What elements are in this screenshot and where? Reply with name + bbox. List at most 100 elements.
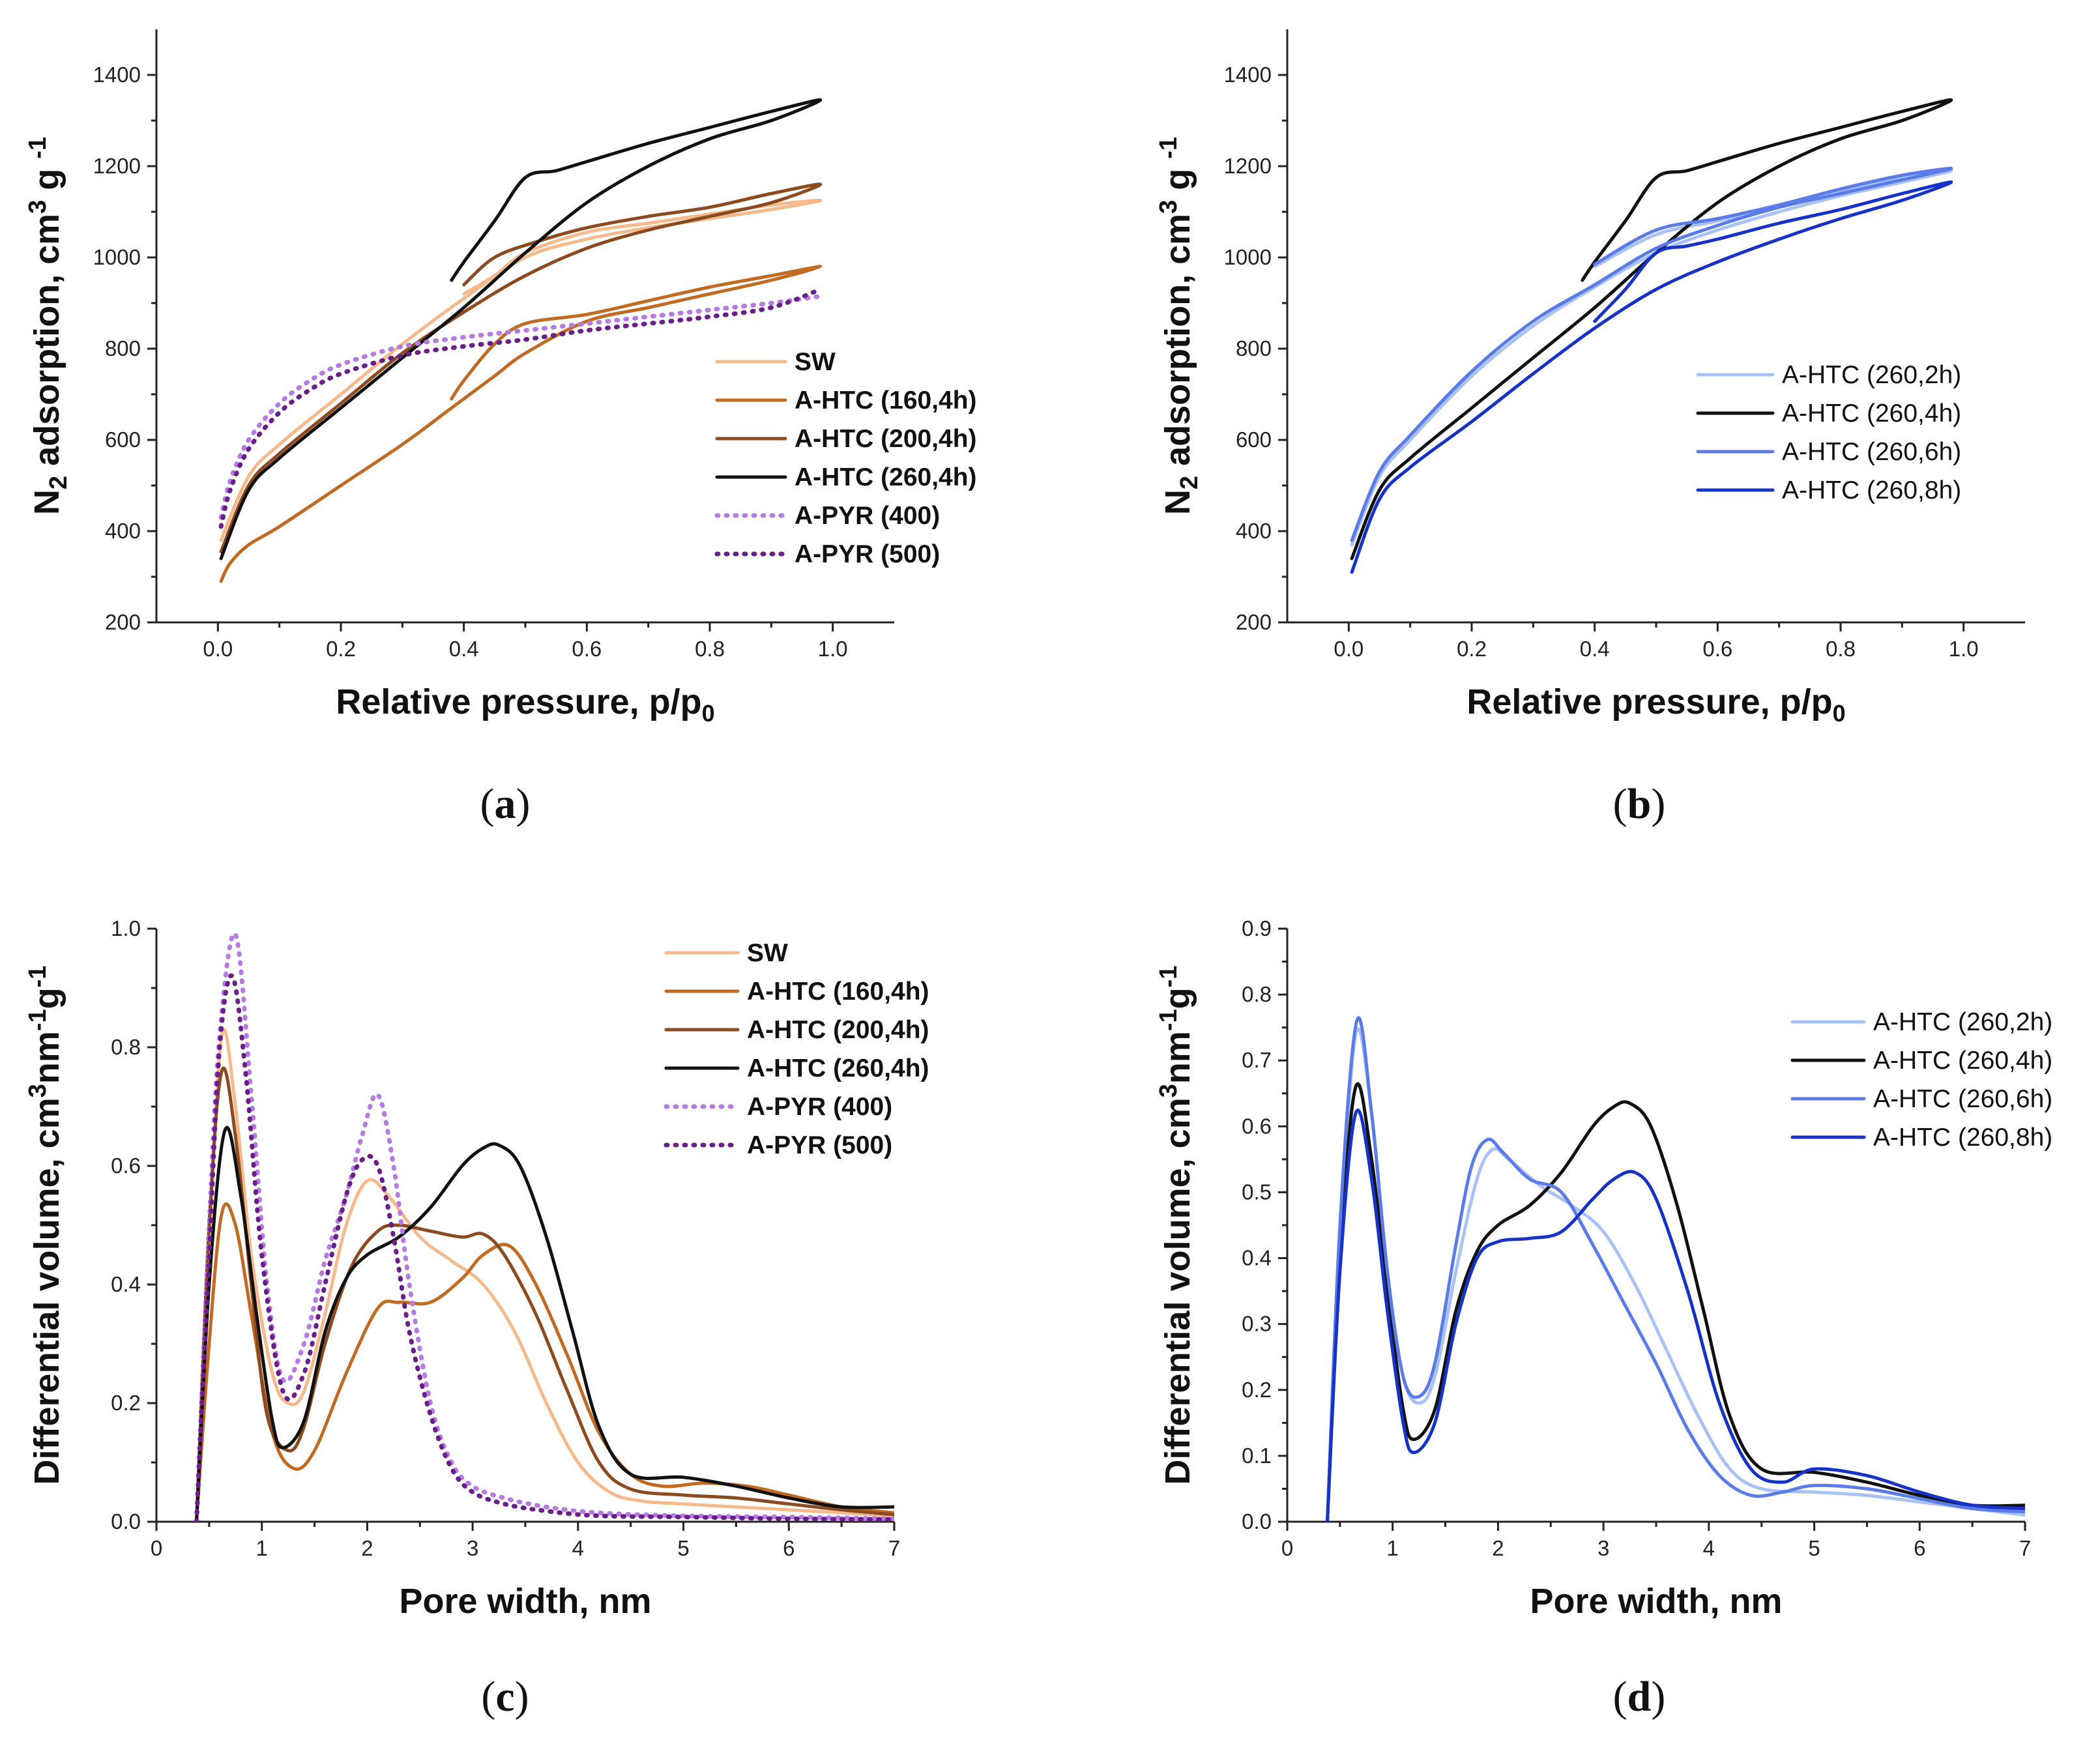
series-line-a-pyr-400 xyxy=(194,931,894,1522)
x-axis-label: Relative pressure, p/p0 xyxy=(1466,682,1845,727)
series-line-a-htc-260-6h xyxy=(1326,1016,2025,1522)
y-tick-label: 0.8 xyxy=(1242,982,1272,1006)
x-tick-label: 3 xyxy=(467,1536,478,1560)
x-axis-label: Relative pressure, p/p0 xyxy=(336,682,714,727)
x-axis-label: Pore width, nm xyxy=(1530,1582,1782,1621)
legend: A-HTC (260,2h) A-HTC (260,4h) A-HTC (260,6… xyxy=(1790,1008,2052,1152)
y-tick-label: 1400 xyxy=(93,63,141,87)
y-tick-label: 1200 xyxy=(1224,154,1272,178)
panel-caption: (d) xyxy=(1613,1673,1666,1720)
x-tick-label: 0.4 xyxy=(449,637,479,661)
legend-label: A-HTC (260,6h) xyxy=(1873,1085,2052,1113)
x-tick-label: 1.0 xyxy=(818,637,848,661)
legend-label: A-HTC (260,4h) xyxy=(1873,1047,2052,1075)
legend-label: A-HTC (160,4h) xyxy=(795,386,977,414)
y-tick-label: 0.7 xyxy=(1242,1048,1272,1072)
x-tick-label: 0.2 xyxy=(326,637,356,661)
y-axis-label: Differential volume, cm3nm-1g-1 xyxy=(1155,966,1197,1485)
y-axis-label: Differential volume, cm3nm-1g-1 xyxy=(24,966,66,1485)
series-line-a-htc-260-4h xyxy=(195,1125,894,1522)
y-tick-label: 0.6 xyxy=(1242,1114,1272,1138)
series-line-a-pyr-500 xyxy=(218,287,823,529)
x-tick-label: 2 xyxy=(1492,1536,1504,1560)
legend-label: A-PYR (500) xyxy=(747,1131,892,1159)
series-line-a-htc-260-8h xyxy=(1326,1109,2025,1522)
legend-label: A-HTC (260,8h) xyxy=(1782,476,1961,504)
x-tick-label: 0.8 xyxy=(1826,637,1856,661)
x-tick-label: 7 xyxy=(2019,1536,2031,1560)
y-tick-label: 200 xyxy=(105,610,141,634)
x-tick-label: 0.0 xyxy=(1334,637,1364,661)
y-tick-label: 0.2 xyxy=(111,1391,141,1415)
y-tick-label: 0.4 xyxy=(111,1272,141,1296)
series-line-a-htc-200-4h xyxy=(195,1066,894,1522)
y-tick-label: 0.0 xyxy=(111,1509,141,1533)
x-tick-label: 0 xyxy=(1281,1536,1293,1560)
legend: SW A-HTC (160,4h) A-HTC (200,4h) A-HTC (260… xyxy=(664,939,929,1159)
legend-label: SW xyxy=(795,348,836,376)
x-tick-label: 5 xyxy=(1808,1536,1820,1560)
panel-caption: (c) xyxy=(481,1673,529,1720)
x-tick-label: 0.2 xyxy=(1457,637,1487,661)
legend-label: A-PYR (400) xyxy=(747,1093,892,1121)
series-line-a-htc-260-4h xyxy=(219,98,823,560)
x-tick-label: 6 xyxy=(783,1536,795,1560)
x-tick-label: 7 xyxy=(888,1536,900,1560)
y-tick-label: 0.9 xyxy=(1242,916,1272,940)
chart-panel-b: 0.0 0.2 0.4 0.6 0.8 1.0 200 400 600 800 1000 1200 14… xyxy=(1155,29,2025,828)
legend-label: A-PYR (500) xyxy=(795,540,940,568)
x-tick-label: 4 xyxy=(1703,1536,1715,1560)
legend-label: A-HTC (260,6h) xyxy=(1782,438,1961,466)
y-tick-label: 0.0 xyxy=(1242,1509,1272,1533)
y-tick-label: 0.6 xyxy=(111,1154,141,1178)
legend-label: A-HTC (200,4h) xyxy=(795,425,977,453)
y-tick-label: 800 xyxy=(105,336,141,360)
series-line-a-htc-260-4h xyxy=(1350,98,1953,560)
y-tick-label: 0.4 xyxy=(1242,1246,1272,1270)
x-tick-label: 1.0 xyxy=(1949,637,1979,661)
legend: SW A-HTC (160,4h) A-HTC (200,4h) A-HTC (260… xyxy=(714,348,977,568)
y-tick-label: 600 xyxy=(105,428,141,452)
y-tick-label: 1200 xyxy=(93,154,141,178)
series-line-a-htc-260-8h xyxy=(1350,180,1953,574)
y-tick-label: 0.2 xyxy=(1242,1378,1272,1402)
series-line-a-htc-260-6h xyxy=(1350,166,1953,542)
panel-caption: (b) xyxy=(1613,780,1666,828)
legend-label: A-HTC (260,2h) xyxy=(1782,361,1961,389)
x-axis-label: Pore width, nm xyxy=(399,1582,651,1621)
y-tick-label: 1400 xyxy=(1224,63,1272,87)
series-line-a-htc-260-4h xyxy=(1326,1082,2025,1522)
series-line-a-htc-200-4h xyxy=(219,182,823,553)
y-tick-label: 200 xyxy=(1236,610,1272,634)
x-tick-label: 0.0 xyxy=(203,637,233,661)
y-tick-label: 0.3 xyxy=(1242,1312,1272,1336)
legend-label: A-HTC (160,4h) xyxy=(747,978,929,1006)
series-line-a-htc-160-4h xyxy=(219,265,823,583)
series-line-a-htc-160-4h xyxy=(195,1202,894,1522)
x-tick-label: 6 xyxy=(1914,1536,1925,1560)
legend-label: A-PYR (400) xyxy=(795,502,940,530)
x-tick-label: 4 xyxy=(572,1536,584,1560)
legend-label: A-HTC (260,2h) xyxy=(1873,1008,2052,1036)
legend-label: SW xyxy=(747,939,788,967)
legend-label: A-HTC (260,4h) xyxy=(747,1054,929,1082)
y-tick-label: 1.0 xyxy=(111,916,141,940)
series-line-a-pyr-400 xyxy=(218,294,823,520)
y-axis-label: N2 adsorption, cm3 g -1 xyxy=(1155,137,1203,515)
y-tick-label: 400 xyxy=(1236,519,1272,543)
y-axis-label: N2 adsorption, cm3 g -1 xyxy=(24,137,72,515)
x-tick-label: 5 xyxy=(677,1536,689,1560)
x-tick-label: 3 xyxy=(1597,1536,1609,1560)
series-line-sw xyxy=(195,1028,894,1522)
panel-caption: (a) xyxy=(480,780,531,828)
legend: A-HTC (260,2h) A-HTC (260,4h) A-HTC (260,6… xyxy=(1696,361,1961,504)
y-tick-label: 0.1 xyxy=(1242,1444,1272,1468)
y-tick-label: 0.8 xyxy=(111,1035,141,1059)
x-tick-label: 0 xyxy=(151,1536,162,1560)
series-line-sw xyxy=(219,198,823,542)
y-tick-label: 1000 xyxy=(1224,245,1272,269)
x-tick-label: 0.6 xyxy=(1702,637,1732,661)
chart-panel-c: 0 1 2 3 4 5 6 7 0.0 0.2 0.4 0.6 0.8 1.0 Pore width, nm… xyxy=(24,916,929,1720)
legend-label: A-HTC (260,8h) xyxy=(1873,1124,2052,1152)
chart-panel-a: 0.0 0.2 0.4 0.6 0.8 1.0 200 400 600 800 1000 1200 14… xyxy=(24,29,977,828)
